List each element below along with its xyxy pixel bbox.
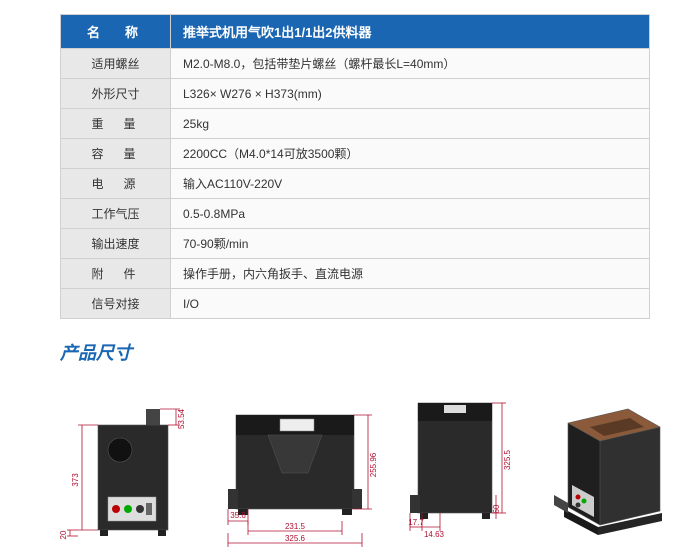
dim-v1-h: 373	[71, 473, 80, 487]
dim-v3-a: 17.7	[408, 518, 424, 527]
spec-row: 电 源输入AC110V-220V	[61, 169, 650, 199]
dim-v3-c: 60	[492, 504, 501, 513]
dim-v1-top: 53.54	[177, 408, 186, 429]
spec-header-row: 名 称 推举式机用气吹1出1/1出2供料器	[61, 15, 650, 49]
header-name-label: 名 称	[61, 15, 171, 49]
header-title: 推举式机用气吹1出1/1出2供料器	[171, 15, 650, 49]
spec-row: 信号对接I/O	[61, 289, 650, 319]
spec-row-value: 25kg	[171, 109, 650, 139]
spec-row: 附 件操作手册，内六角扳手、直流电源	[61, 259, 650, 289]
drawing-view-2: 255.96 35.6 231.5 325.6	[208, 385, 378, 555]
spec-row-value: 2200CC（M4.0*14可放3500颗）	[171, 139, 650, 169]
spec-row: 重 量25kg	[61, 109, 650, 139]
spec-row-value: 操作手册，内六角扳手、直流电源	[171, 259, 650, 289]
spec-row-label: 外形尺寸	[61, 79, 171, 109]
spec-row: 工作气压0.5-0.8MPa	[61, 199, 650, 229]
spec-row-value: I/O	[171, 289, 650, 319]
spec-row-label: 信号对接	[61, 289, 171, 319]
dim-v3-h: 325.5	[503, 449, 512, 470]
spec-row-value: M2.0-M8.0，包括带垫片螺丝（螺杆最长L=40mm）	[171, 49, 650, 79]
dim-v2-wouter: 325.6	[285, 534, 306, 543]
spec-row-value: L326× W276 × H373(mm)	[171, 79, 650, 109]
spec-row-label: 附 件	[61, 259, 171, 289]
dim-v2-indent: 35.6	[230, 511, 246, 520]
spec-row: 外形尺寸L326× W276 × H373(mm)	[61, 79, 650, 109]
spec-row-value: 70-90颗/min	[171, 229, 650, 259]
spec-row-label: 输出速度	[61, 229, 171, 259]
dim-v3-b: 14.63	[424, 530, 445, 539]
spec-row-label: 电 源	[61, 169, 171, 199]
spec-row: 容 量2200CC（M4.0*14可放3500颗）	[61, 139, 650, 169]
drawing-view-4-iso	[534, 385, 674, 555]
section-title: 产品尺寸	[60, 339, 660, 365]
drawing-view-1: 373 20 53.54	[60, 385, 190, 555]
spec-row-label: 容 量	[61, 139, 171, 169]
spec-row: 适用螺丝M2.0-M8.0，包括带垫片螺丝（螺杆最长L=40mm）	[61, 49, 650, 79]
spec-row-value: 0.5-0.8MPa	[171, 199, 650, 229]
drawing-view-3: 325.5 17.7 14.63 60	[396, 385, 516, 555]
dim-v2-h: 255.96	[369, 452, 378, 477]
spec-row: 输出速度70-90颗/min	[61, 229, 650, 259]
spec-row-label: 适用螺丝	[61, 49, 171, 79]
spec-table: 名 称 推举式机用气吹1出1/1出2供料器 适用螺丝M2.0-M8.0，包括带垫…	[60, 14, 650, 319]
dim-v1-h2: 20	[60, 530, 68, 539]
product-dimensions-drawings: 373 20 53.54	[60, 375, 660, 555]
spec-row-label: 工作气压	[61, 199, 171, 229]
spec-row-value: 输入AC110V-220V	[171, 169, 650, 199]
spec-row-label: 重 量	[61, 109, 171, 139]
